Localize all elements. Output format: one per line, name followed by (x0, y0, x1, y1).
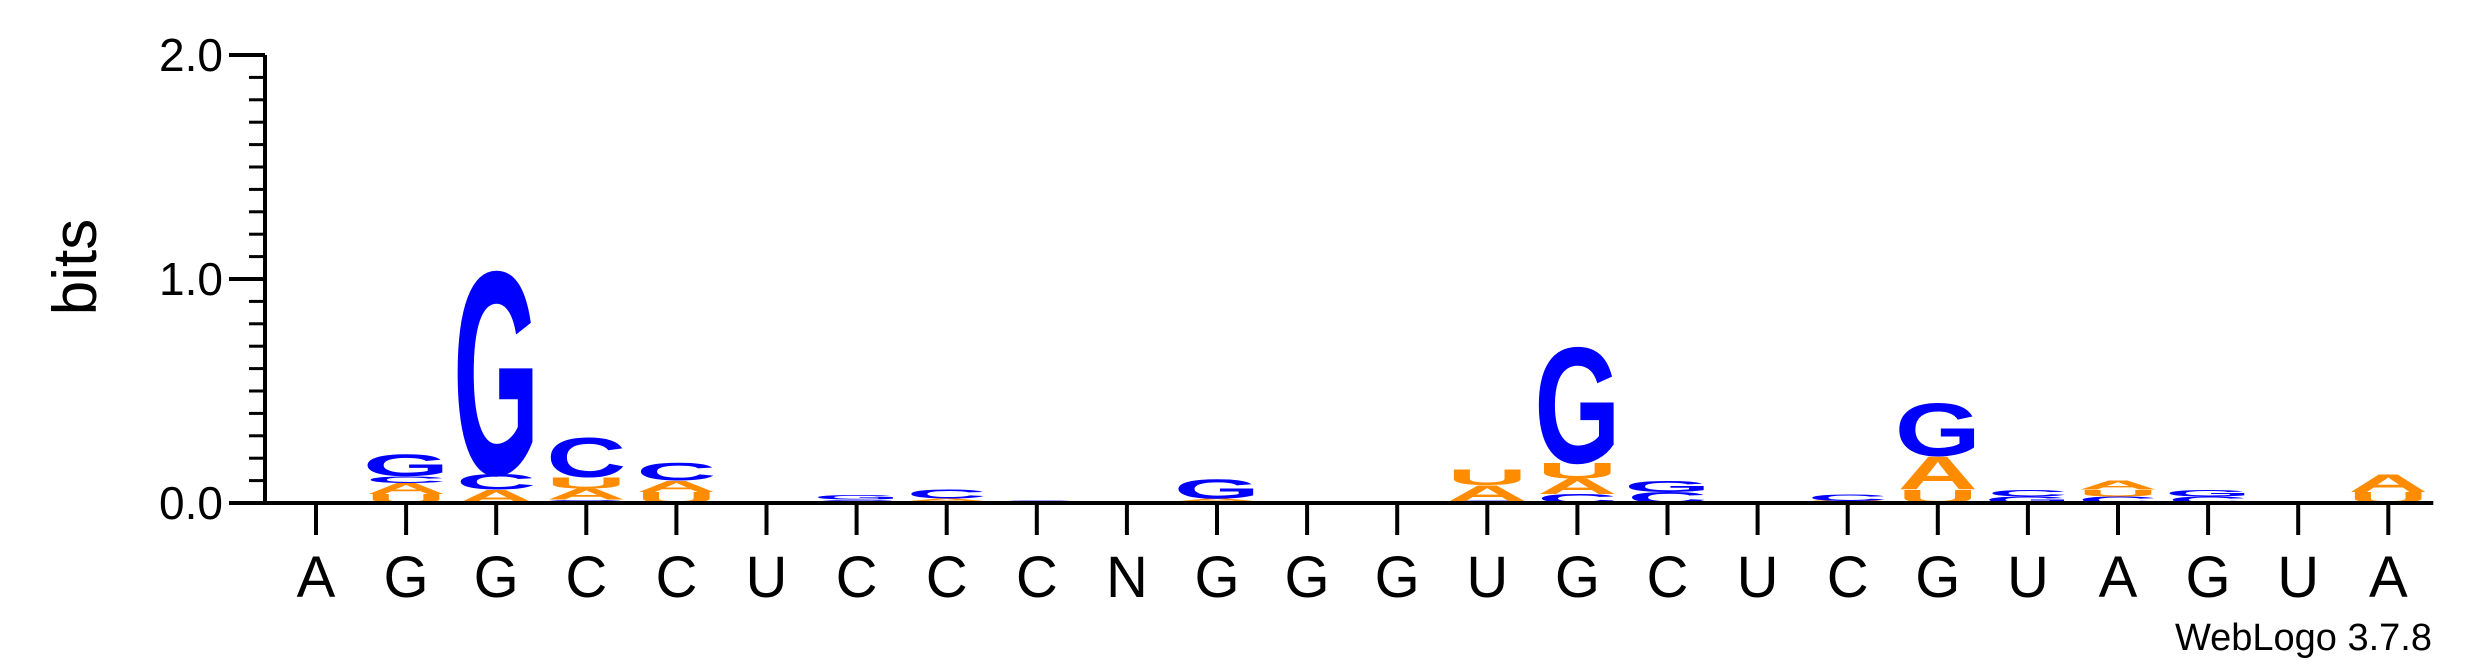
x-tick-label: U (1737, 545, 1779, 610)
logo-letter-g: G (363, 448, 449, 483)
weblogo-credit: WebLogo 3.7.8 (2175, 617, 2432, 659)
x-tick-label: A (2369, 545, 2408, 610)
x-tick-label: U (2007, 545, 2049, 610)
y-tick-label: 1.0 (159, 253, 223, 305)
x-tick-label: N (1106, 545, 1148, 610)
logo-letter-g: G (2165, 488, 2251, 499)
x-tick-label: G (384, 545, 429, 610)
logo-letter-g: G (1895, 389, 1981, 473)
logo-letter-g: G (814, 494, 900, 501)
logo-letter-a: A (2348, 469, 2428, 497)
x-tick-label: C (926, 545, 968, 610)
logo-letter-g: G (1534, 312, 1620, 498)
y-tick-label: 2.0 (159, 29, 223, 81)
logo-letter-a: A (2078, 478, 2158, 492)
x-tick-label: C (1647, 545, 1689, 610)
logo-letter-a: A (1537, 474, 1617, 498)
logo-letter-a: A (1898, 448, 1978, 500)
logo-letter-u: U (1447, 465, 1527, 489)
x-tick-label: G (2186, 545, 2231, 610)
x-tick-label: G (474, 545, 519, 610)
logo-letter-a: A (636, 478, 716, 496)
logo-letter-c: C (2168, 495, 2248, 506)
x-tick-label: C (565, 545, 607, 610)
logo-letter-a: A (907, 498, 987, 502)
logo-letter-g: G (1624, 478, 1710, 496)
x-tick-label: G (1555, 545, 1600, 610)
x-tick-label: U (746, 545, 788, 610)
logo-letter-g: G (453, 211, 539, 536)
x-tick-label: A (297, 545, 336, 610)
logo-letter-c: C (1988, 488, 2068, 499)
logo-letter-u: U (2078, 488, 2158, 499)
x-tick-label: U (1466, 545, 1508, 610)
logo-letter-u: U (1537, 459, 1617, 483)
logo-letter-c: C (456, 470, 536, 494)
logo-stacks: UACGACGGAUCUACCGUACCUAGGGCAUCAUGCGUCUAGG… (363, 211, 2428, 536)
logo-letter-a: A (366, 480, 446, 498)
x-tick-label: C (1827, 545, 1869, 610)
x-tick-label: G (1915, 545, 1960, 610)
y-axis-label: bits (41, 219, 110, 315)
logo-letter-a: A (546, 485, 626, 503)
logo-letter-c: C (636, 458, 716, 486)
logo-letter-u: U (546, 474, 626, 492)
y-axis: 0.0 1.0 2.0 (159, 29, 267, 529)
logo-letter-g: G (1174, 473, 1260, 504)
logo-letter-g: G (1985, 495, 2071, 506)
x-tick-label: C (1016, 545, 1058, 610)
x-tick-label: G (1194, 545, 1239, 610)
x-tick-label: A (2099, 545, 2138, 610)
logo-letter-c: C (1808, 492, 1888, 503)
x-tick-label: C (836, 545, 878, 610)
logo-letter-c: C (907, 487, 987, 501)
x-tick-label: U (2277, 545, 2319, 610)
logo-letter-c: C (2078, 495, 2158, 506)
y-tick-label: 0.0 (159, 477, 223, 529)
x-tick-label: C (655, 545, 697, 610)
x-tick-label: G (1285, 545, 1330, 610)
logo-letter-c: C (546, 426, 626, 489)
x-tick-label: G (1375, 545, 1420, 610)
logo-letter-a: A (1177, 498, 1257, 502)
logo-letter-c: C (366, 474, 446, 485)
